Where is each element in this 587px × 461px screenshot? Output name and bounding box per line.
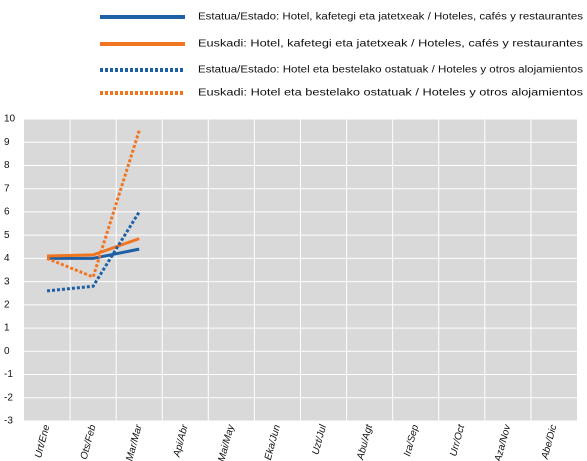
y-tick-label: 2 xyxy=(4,299,10,310)
x-tick-label: Aza/Nov xyxy=(493,423,514,461)
legend-label: Estatua/Estado: Hotel, kafetegi eta jate… xyxy=(198,12,583,23)
legend-label: Euskadi: Hotel, kafetegi eta jatetxeak /… xyxy=(198,39,583,50)
x-tick-label: Mai/May xyxy=(216,423,237,461)
y-tick-label: 3 xyxy=(4,276,10,287)
x-tick-label: Uzt/Jul xyxy=(310,423,329,456)
x-tick-label: Api/Abr xyxy=(171,423,191,459)
series-line xyxy=(46,130,141,279)
y-tick-label: 1 xyxy=(4,323,10,334)
y-tick-label: 10 xyxy=(4,114,16,125)
y-tick-label: 7 xyxy=(4,183,10,194)
x-tick-label: Ira/Sep xyxy=(402,423,421,457)
y-tick-label: 0 xyxy=(4,346,10,357)
y-tick-label: 9 xyxy=(4,137,10,148)
y-tick-label: -3 xyxy=(4,416,13,427)
legend-label: Euskadi: Hotel eta bestelako ostatuak / … xyxy=(198,88,583,99)
legend-label: Estatua/Estado: Hotel eta bestelako osta… xyxy=(198,65,583,76)
x-tick-label: Mar/Mar xyxy=(124,423,144,461)
series-line xyxy=(47,237,140,258)
x-tick-label: Urr/Oct xyxy=(448,422,467,457)
x-tick-label: Urt/Ene xyxy=(33,423,53,459)
y-tick-label: -1 xyxy=(4,369,13,380)
y-tick-label: -2 xyxy=(4,392,13,403)
x-tick-label: Abe/Dic xyxy=(539,424,559,461)
series-line xyxy=(47,247,140,260)
x-tick-label: Ots/Feb xyxy=(79,423,99,461)
y-tick-label: 8 xyxy=(4,160,10,171)
y-tick-label: 5 xyxy=(4,230,10,241)
series-line xyxy=(46,211,141,293)
x-tick-label: Eka/Jun xyxy=(263,423,283,461)
y-tick-label: 4 xyxy=(4,253,10,264)
y-tick-label: 6 xyxy=(4,207,10,218)
x-tick-label: Abu/Agt xyxy=(355,422,375,461)
